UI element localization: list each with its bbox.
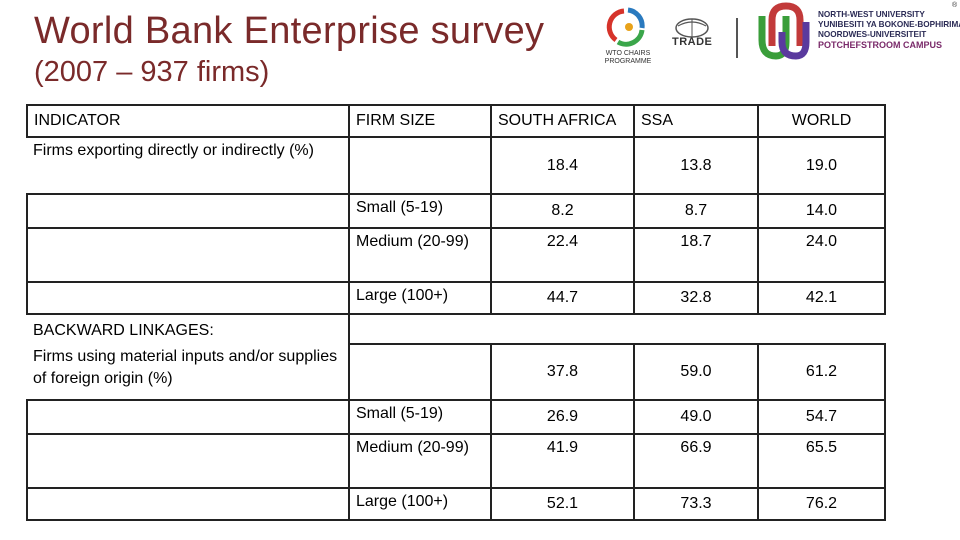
table-row: Large (100+) 52.1 73.3 76.2: [26, 487, 886, 521]
nwu-name-block: NORTH-WEST UNIVERSITY YUNIBESITI YA BOKO…: [818, 10, 960, 50]
indicator-cell: [26, 433, 350, 489]
table-row: Medium (20-99) 22.4 18.7 24.0: [26, 227, 886, 283]
sa-cell: 41.9: [490, 433, 635, 489]
trade-label: TRADE: [672, 36, 713, 48]
sa-cell: 8.2: [490, 193, 635, 229]
header-indicator: INDICATOR: [26, 104, 350, 138]
ssa-cell: 73.3: [633, 487, 759, 521]
ssa-cell: 32.8: [633, 281, 759, 315]
section-label: BACKWARD LINKAGES:: [27, 313, 350, 344]
indicator-cell: [26, 487, 350, 521]
sa-cell: [491, 313, 634, 345]
wto-emblem-icon: [606, 7, 645, 47]
world-cell: 76.2: [757, 487, 886, 521]
nwu-emblem-icon: [758, 2, 810, 60]
table-row: Medium (20-99) 41.9 66.9 65.5: [26, 433, 886, 489]
size-cell: Medium (20-99): [348, 433, 492, 489]
table-header-row: INDICATOR FIRM SIZE SOUTH AFRICA SSA WOR…: [26, 104, 886, 138]
indicator-cell: Firms using material inputs and/or suppl…: [27, 344, 350, 401]
size-cell: Medium (20-99): [348, 227, 492, 283]
table-row: Large (100+) 44.7 32.8 42.1: [26, 281, 886, 315]
sa-cell: 37.8: [490, 343, 635, 401]
header-world: WORLD: [757, 104, 886, 138]
indicator-cell: [26, 193, 350, 229]
ssa-cell: [634, 313, 758, 345]
table-row: Small (5-19) 26.9 49.0 54.7: [26, 399, 886, 435]
size-cell: Small (5-19): [348, 399, 492, 435]
size-cell: Small (5-19): [348, 193, 492, 229]
size-cell: [348, 313, 491, 345]
ssa-cell: 13.8: [633, 136, 759, 195]
size-cell: Large (100+): [348, 487, 492, 521]
nwu-logo: [756, 2, 812, 62]
header-ssa: SSA: [633, 104, 759, 138]
indicator-cell: [26, 399, 350, 435]
ssa-cell: 59.0: [633, 343, 759, 401]
wto-caption: WTO CHAIRS PROGRAMME: [604, 50, 652, 65]
wto-chairs-logo: WTO CHAIRS PROGRAMME: [596, 4, 660, 68]
world-cell: [758, 313, 885, 345]
indicator-cell: Firms exporting directly or indirectly (…: [27, 136, 350, 195]
world-cell: 65.5: [757, 433, 886, 489]
sa-cell: 52.1: [490, 487, 635, 521]
registered-mark: ®: [952, 2, 958, 9]
logo-divider: [736, 18, 738, 58]
slide-subtitle: (2007 – 937 firms): [34, 56, 270, 88]
nwu-campus: POTCHEFSTROOM CAMPUS: [818, 40, 943, 50]
enterprise-survey-table: INDICATOR FIRM SIZE SOUTH AFRICA SSA WOR…: [26, 104, 886, 521]
slide-title: World Bank Enterprise survey: [34, 10, 545, 52]
section-row: BACKWARD LINKAGES:: [27, 313, 885, 345]
nwu-name-tn: YUNIBESITI YA BOKONE-BOPHIRIMA: [818, 20, 960, 29]
ssa-cell: 18.7: [633, 227, 759, 283]
indicator-cell: [26, 227, 350, 283]
table-row: Small (5-19) 8.2 8.7 14.0: [26, 193, 886, 229]
indicator-cell: [26, 281, 350, 315]
world-cell: 42.1: [757, 281, 886, 315]
trade-logo: TRADE: [670, 16, 720, 54]
world-cell: 24.0: [757, 227, 886, 283]
ssa-cell: 49.0: [633, 399, 759, 435]
world-cell: 61.2: [757, 343, 886, 401]
nwu-name-af: NOORDWES-UNIVERSITEIT: [818, 30, 927, 39]
ssa-cell: 8.7: [633, 193, 759, 229]
size-cell: [348, 136, 492, 195]
header-south-africa: SOUTH AFRICA: [490, 104, 635, 138]
nwu-name-en: NORTH-WEST UNIVERSITY: [818, 10, 925, 19]
world-cell: 19.0: [757, 136, 886, 195]
header-firm-size: FIRM SIZE: [348, 104, 492, 138]
sa-cell: 18.4: [490, 136, 635, 195]
world-cell: 14.0: [757, 193, 886, 229]
table-row: Firms exporting directly or indirectly (…: [27, 136, 886, 195]
trade-globe-icon: [675, 18, 709, 38]
sa-cell: 44.7: [490, 281, 635, 315]
sa-cell: 22.4: [490, 227, 635, 283]
sa-cell: 26.9: [490, 399, 635, 435]
size-cell: [348, 343, 492, 401]
ssa-cell: 66.9: [633, 433, 759, 489]
logo-strip: WTO CHAIRS PROGRAMME TRADE NORTH-WEST UN…: [596, 0, 960, 70]
size-cell: Large (100+): [348, 281, 492, 315]
world-cell: 54.7: [757, 399, 886, 435]
table-row: Firms using material inputs and/or suppl…: [27, 343, 886, 401]
